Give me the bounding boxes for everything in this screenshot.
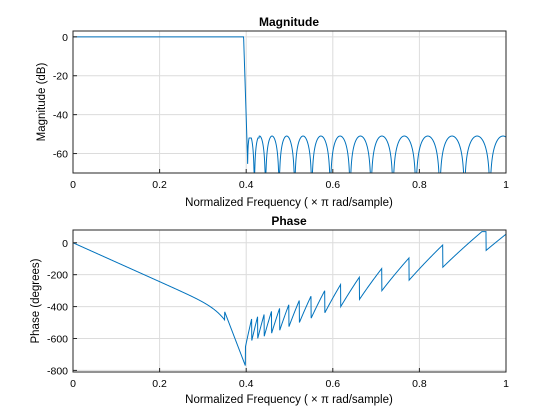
phase-plot: Phase 0 0.2 0.4 0.6 0.8 1 0 -200 -400 -600 -800 N… (30, 214, 509, 406)
phase-grid (72, 230, 507, 372)
x-tick-label: 0.4 (239, 179, 254, 191)
x-tick-label: 0.8 (412, 179, 427, 191)
y-tick-label: -200 (47, 270, 68, 282)
magnitude-y-ticks: 0 -20 -40 -60 (53, 32, 77, 161)
x-tick-label: 0.6 (325, 179, 340, 191)
magnitude-plot: Magnitude 0 0.2 0.4 0.6 0.8 1 0 -20 -40 -60 Norm… (36, 15, 509, 209)
phase-title: Phase (271, 214, 307, 228)
x-tick-label: 0.2 (152, 179, 167, 191)
y-tick-label: 0 (62, 238, 68, 250)
y-tick-label: -800 (47, 365, 68, 377)
phase-y-label: Phase (degrees) (30, 258, 42, 343)
phase-x-ticks: 0 0.2 0.4 0.6 0.8 1 (70, 368, 509, 390)
y-tick-label: 0 (62, 32, 68, 44)
y-tick-label: -40 (53, 110, 68, 122)
phase-y-ticks: 0 -200 -400 -600 -800 (47, 238, 77, 377)
x-tick-label: 0.6 (325, 378, 340, 390)
x-tick-label: 0.2 (152, 378, 167, 390)
x-tick-label: 1 (503, 179, 509, 191)
phase-x-label: Normalized Frequency ( × π rad/sample) (185, 394, 393, 406)
magnitude-series-line (73, 36, 507, 174)
y-tick-label: -20 (53, 71, 68, 83)
phase-axes-frame (72, 229, 507, 373)
y-tick-label: -600 (47, 333, 68, 345)
magnitude-x-ticks: 0 0.2 0.4 0.6 0.8 1 (70, 169, 509, 191)
magnitude-x-label: Normalized Frequency ( × π rad/sample) (185, 197, 393, 209)
y-tick-label: -60 (53, 149, 68, 161)
magnitude-title: Magnitude (259, 15, 319, 29)
x-tick-label: 0 (70, 378, 76, 390)
phase-series-line (72, 231, 507, 366)
magnitude-axes-frame (72, 30, 507, 174)
magnitude-y-label: Magnitude (dB) (36, 63, 48, 142)
magnitude-grid (72, 31, 507, 173)
x-tick-label: 0 (70, 179, 76, 191)
x-tick-label: 1 (503, 378, 509, 390)
x-tick-label: 0.8 (412, 378, 427, 390)
y-tick-label: -400 (47, 302, 68, 314)
x-tick-label: 0.4 (239, 378, 254, 390)
